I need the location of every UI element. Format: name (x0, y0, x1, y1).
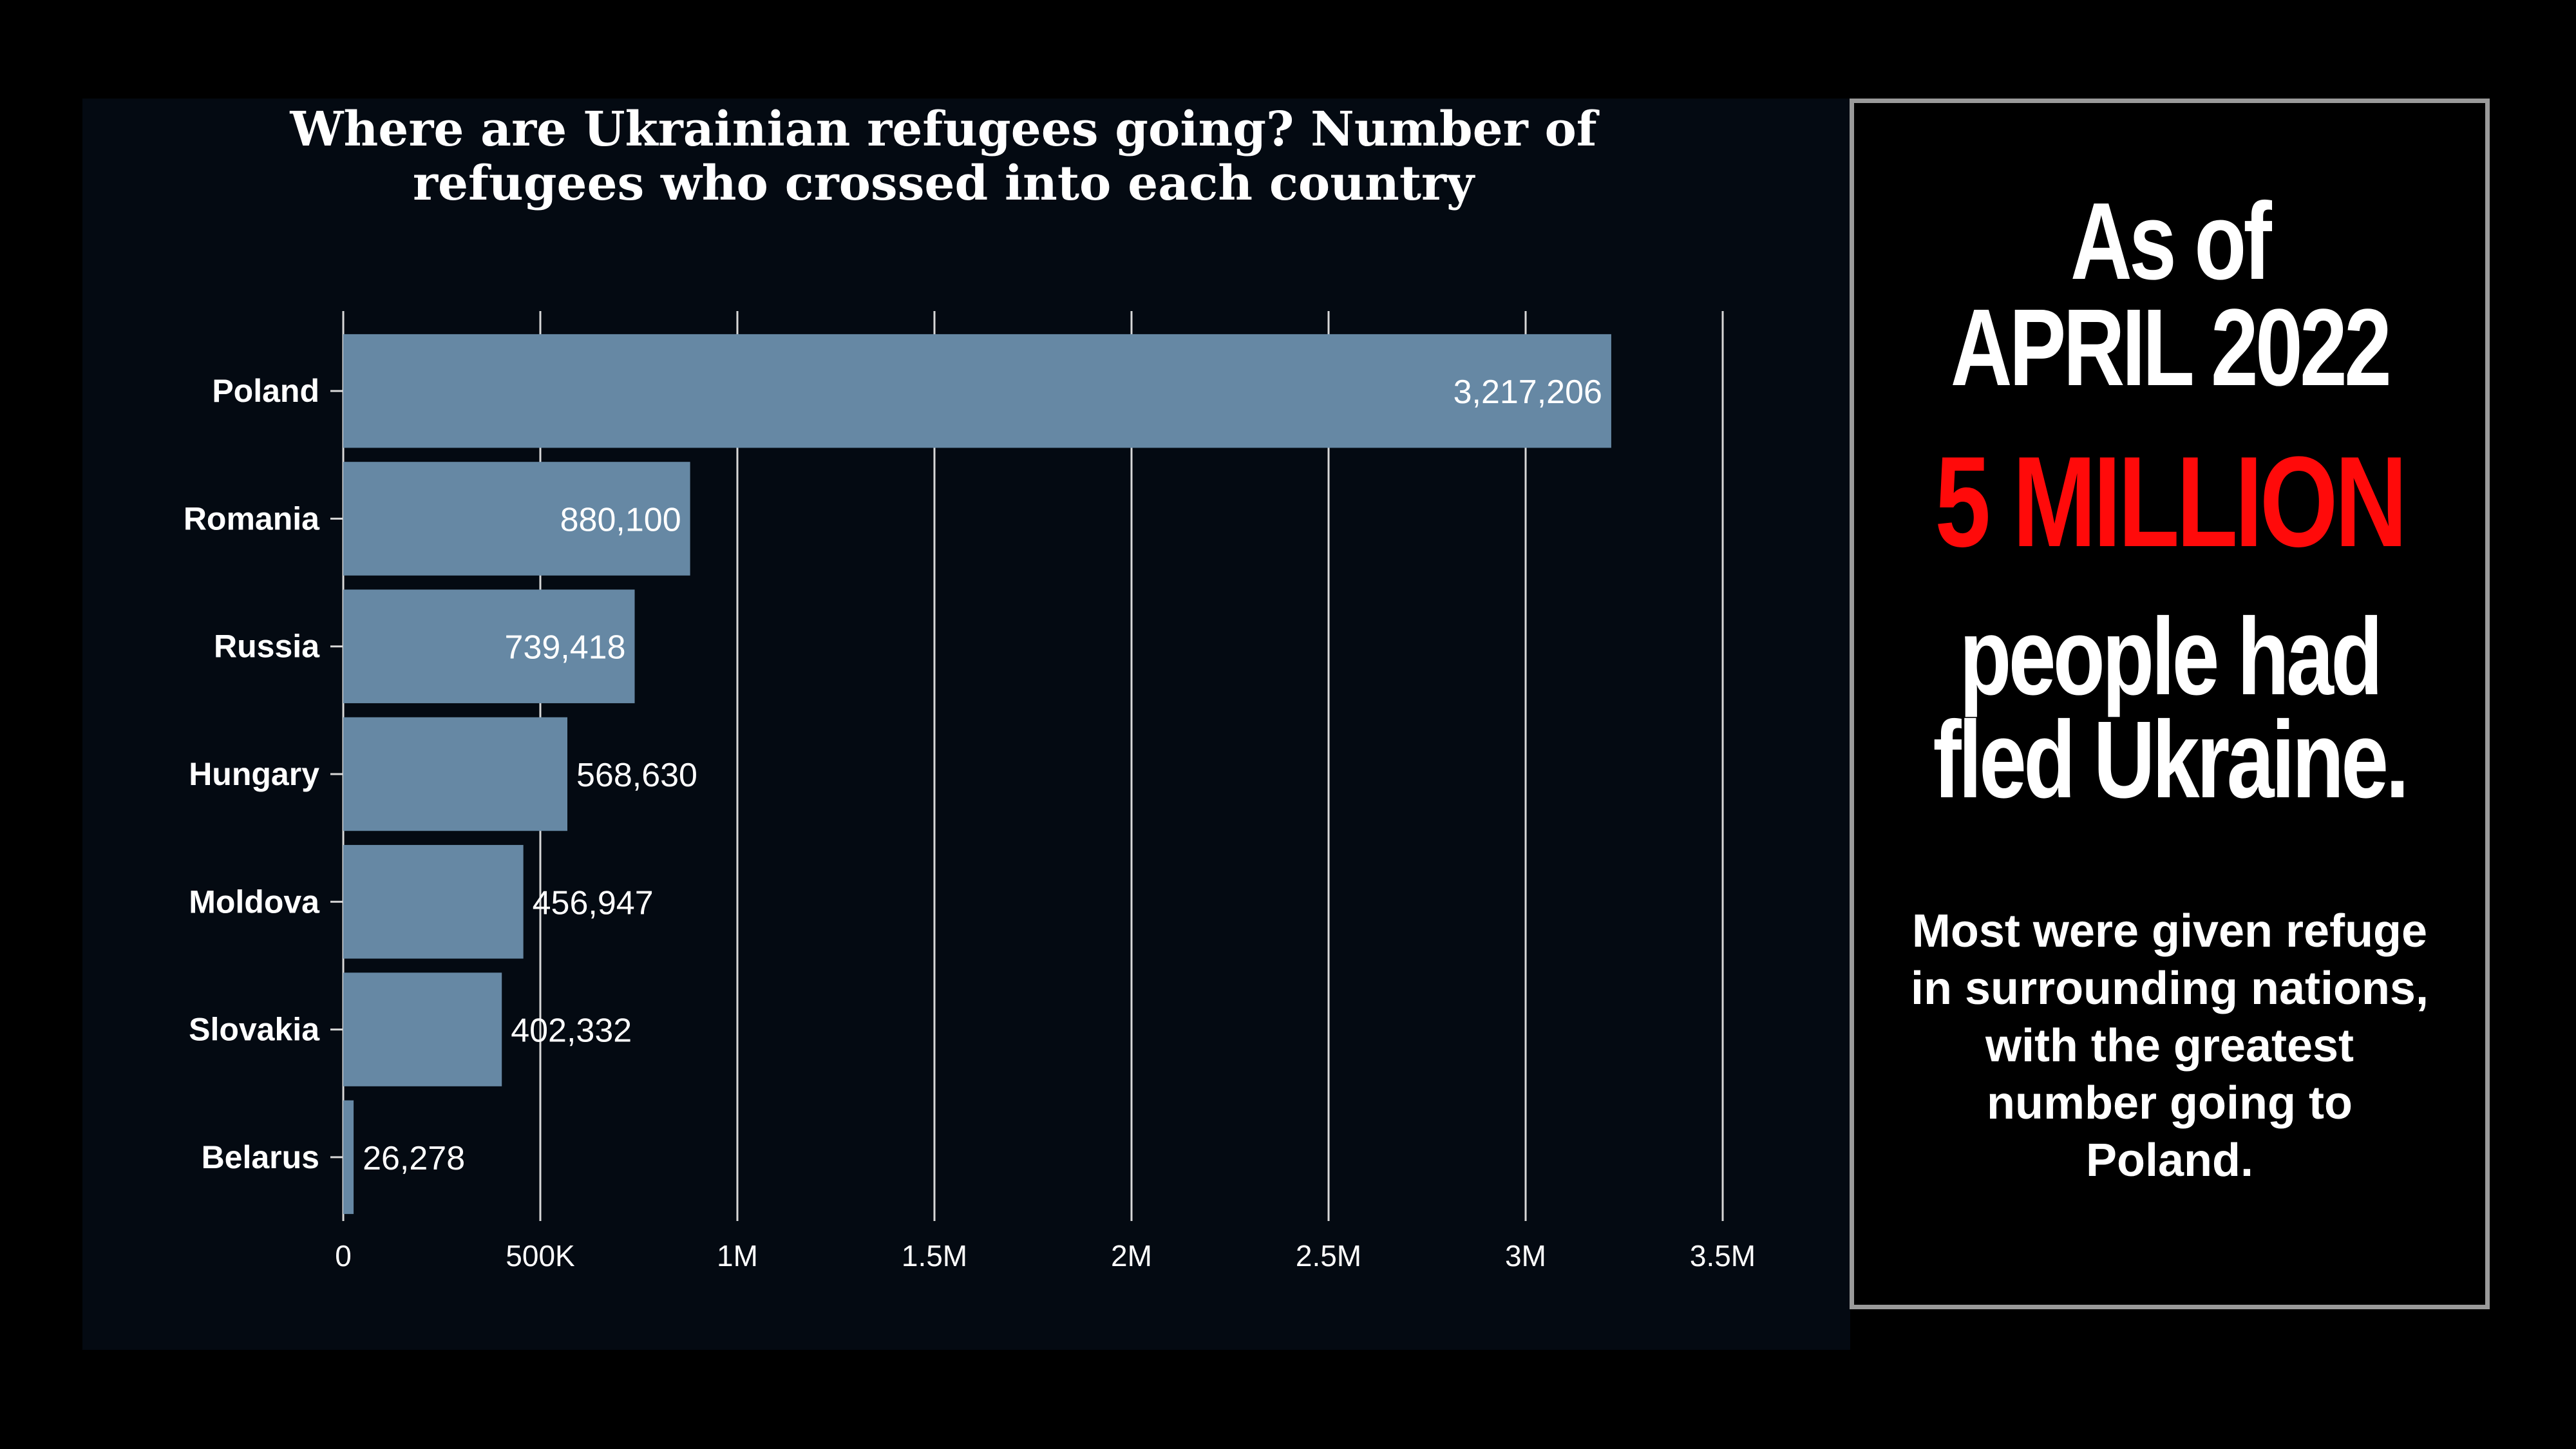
bar-slovakia (343, 972, 502, 1086)
chart-title-line-2: refugees who crossed into each country (413, 156, 1475, 211)
category-label: Moldova (189, 884, 320, 920)
category-label: Slovakia (189, 1012, 320, 1048)
x-tick-label: 1M (717, 1239, 758, 1273)
category-label: Romania (184, 500, 320, 536)
x-tick-label: 1.5M (902, 1239, 967, 1273)
bar-romania (343, 462, 690, 576)
x-tick-label: 0 (335, 1239, 352, 1273)
summary-note: Most were given refuge in surrounding na… (1911, 905, 2429, 1186)
bar-poland (343, 334, 1611, 448)
x-tick-label: 2.5M (1296, 1239, 1361, 1273)
bar-chart: Where are Ukrainian refugees going? Numb… (184, 102, 1756, 1273)
x-tick-label: 3M (1505, 1239, 1546, 1273)
category-label: Belarus (202, 1139, 319, 1175)
value-label: 880,100 (560, 501, 681, 538)
date-text: APRIL 2022 (1950, 287, 2392, 409)
bar-belarus (343, 1100, 354, 1215)
value-label: 3,217,206 (1454, 374, 1602, 411)
chart-title-line-1: Where are Ukrainian refugees going? Numb… (289, 102, 1599, 157)
labels: 0 500K 1M 1.5M 2M 2.5M 3M 3.5M Poland 3,217,206 Ro… (184, 373, 1756, 1273)
category-label: Hungary (189, 756, 319, 792)
bar-russia (343, 589, 635, 703)
x-tick-label: 2M (1111, 1239, 1152, 1273)
people-text-line-1: people had (1959, 596, 2383, 718)
info-panel: As of APRIL 2022 5 MILLION people had fl… (1850, 99, 2490, 1309)
value-label: 26,278 (363, 1140, 465, 1177)
value-label: 402,332 (511, 1012, 632, 1050)
as-of-text: As of (2070, 180, 2272, 303)
chart-panel: Where are Ukrainian refugees going? Numb… (82, 99, 1850, 1350)
x-tick-label: 500K (506, 1239, 575, 1273)
x-tick-label: 3.5M (1690, 1239, 1756, 1273)
value-label: 568,630 (576, 757, 697, 794)
bar-moldova (343, 845, 524, 959)
value-label: 739,418 (505, 629, 626, 667)
bar-hungary (343, 717, 568, 831)
value-label: 456,947 (533, 884, 654, 922)
people-text-line-2: fled Ukraine. (1933, 699, 2409, 821)
category-label: Poland (212, 373, 319, 409)
highlight-figure: 5 MILLION (1935, 430, 2407, 574)
bars (343, 334, 1611, 1215)
category-label: Russia (214, 629, 320, 665)
